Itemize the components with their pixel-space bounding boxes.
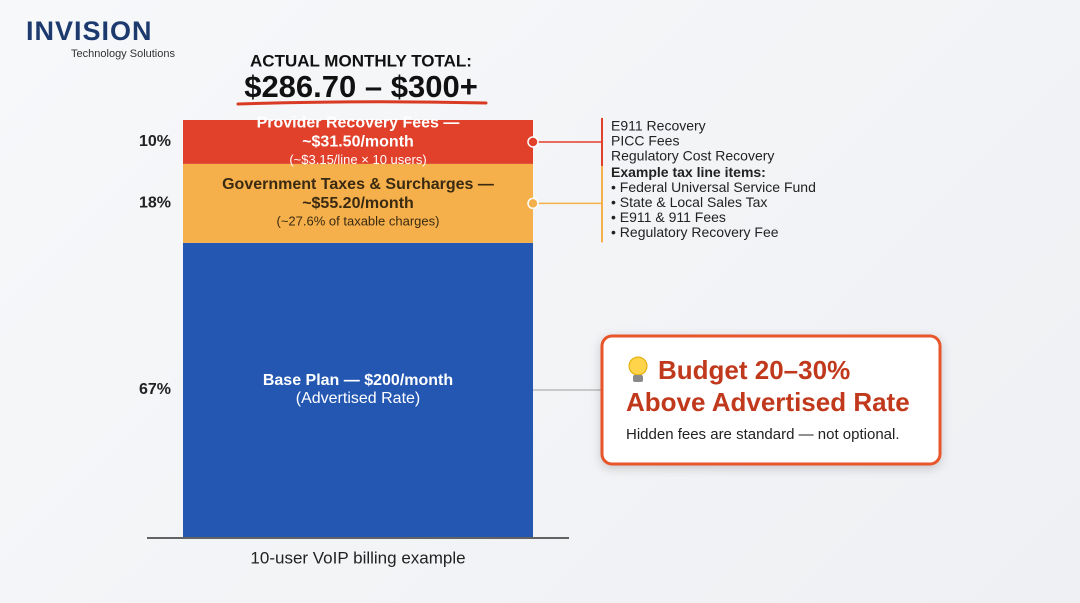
segment-note: (~$3.15/line × 10 users) xyxy=(289,152,426,167)
brand-tagline: Technology Solutions xyxy=(71,48,175,60)
segment-label: ~$55.20/month xyxy=(302,195,414,212)
underline xyxy=(236,100,488,106)
segment-label: Provider Recovery Fees — xyxy=(257,115,460,132)
segment-note: (Advertised Rate) xyxy=(296,390,421,407)
brand-name: INVISION xyxy=(26,16,153,46)
connector-dot xyxy=(527,136,539,148)
detail-item: Regulatory Cost Recovery xyxy=(611,148,774,164)
percent-label: 67% xyxy=(139,381,171,398)
percent-label: 10% xyxy=(139,133,171,150)
callout: Budget 20–30% Above Advertised Rate Hidd… xyxy=(600,334,942,466)
callout-title: Above Advertised Rate xyxy=(626,387,910,417)
detail-item: • State & Local Sales Tax xyxy=(611,194,767,210)
detail-item: Example tax line items: xyxy=(611,164,766,180)
segment-note: (~27.6% of taxable charges) xyxy=(277,213,440,228)
detail-item: PICC Fees xyxy=(611,133,679,149)
segment-label: Government Taxes & Surcharges — xyxy=(222,176,494,193)
callout-title: Budget 20–30% xyxy=(658,355,850,385)
percent-label: 18% xyxy=(139,195,171,212)
chart-title: ACTUAL MONTHLY TOTAL: xyxy=(250,51,472,70)
bulb-icon xyxy=(628,356,648,382)
bar-segment xyxy=(183,163,533,243)
chart-subtitle: $286.70 – $300+ xyxy=(244,69,478,104)
detail-item: E911 Recovery xyxy=(611,118,706,134)
detail-item: • Regulatory Recovery Fee xyxy=(611,224,779,240)
callout-text: Hidden fees are standard — not optional. xyxy=(626,426,900,443)
detail-item: • Federal Universal Service Fund xyxy=(611,179,816,195)
detail-item: • E911 & 911 Fees xyxy=(611,209,726,225)
connector-dot xyxy=(527,197,539,210)
bar-segment xyxy=(183,120,533,164)
callout-box xyxy=(600,334,942,466)
segment-label: ~$31.50/month xyxy=(302,134,414,151)
bar-segment xyxy=(183,242,533,537)
segment-label: Base Plan — $200/month xyxy=(263,372,453,389)
x-label: 10-user VoIP billing example xyxy=(250,548,465,567)
